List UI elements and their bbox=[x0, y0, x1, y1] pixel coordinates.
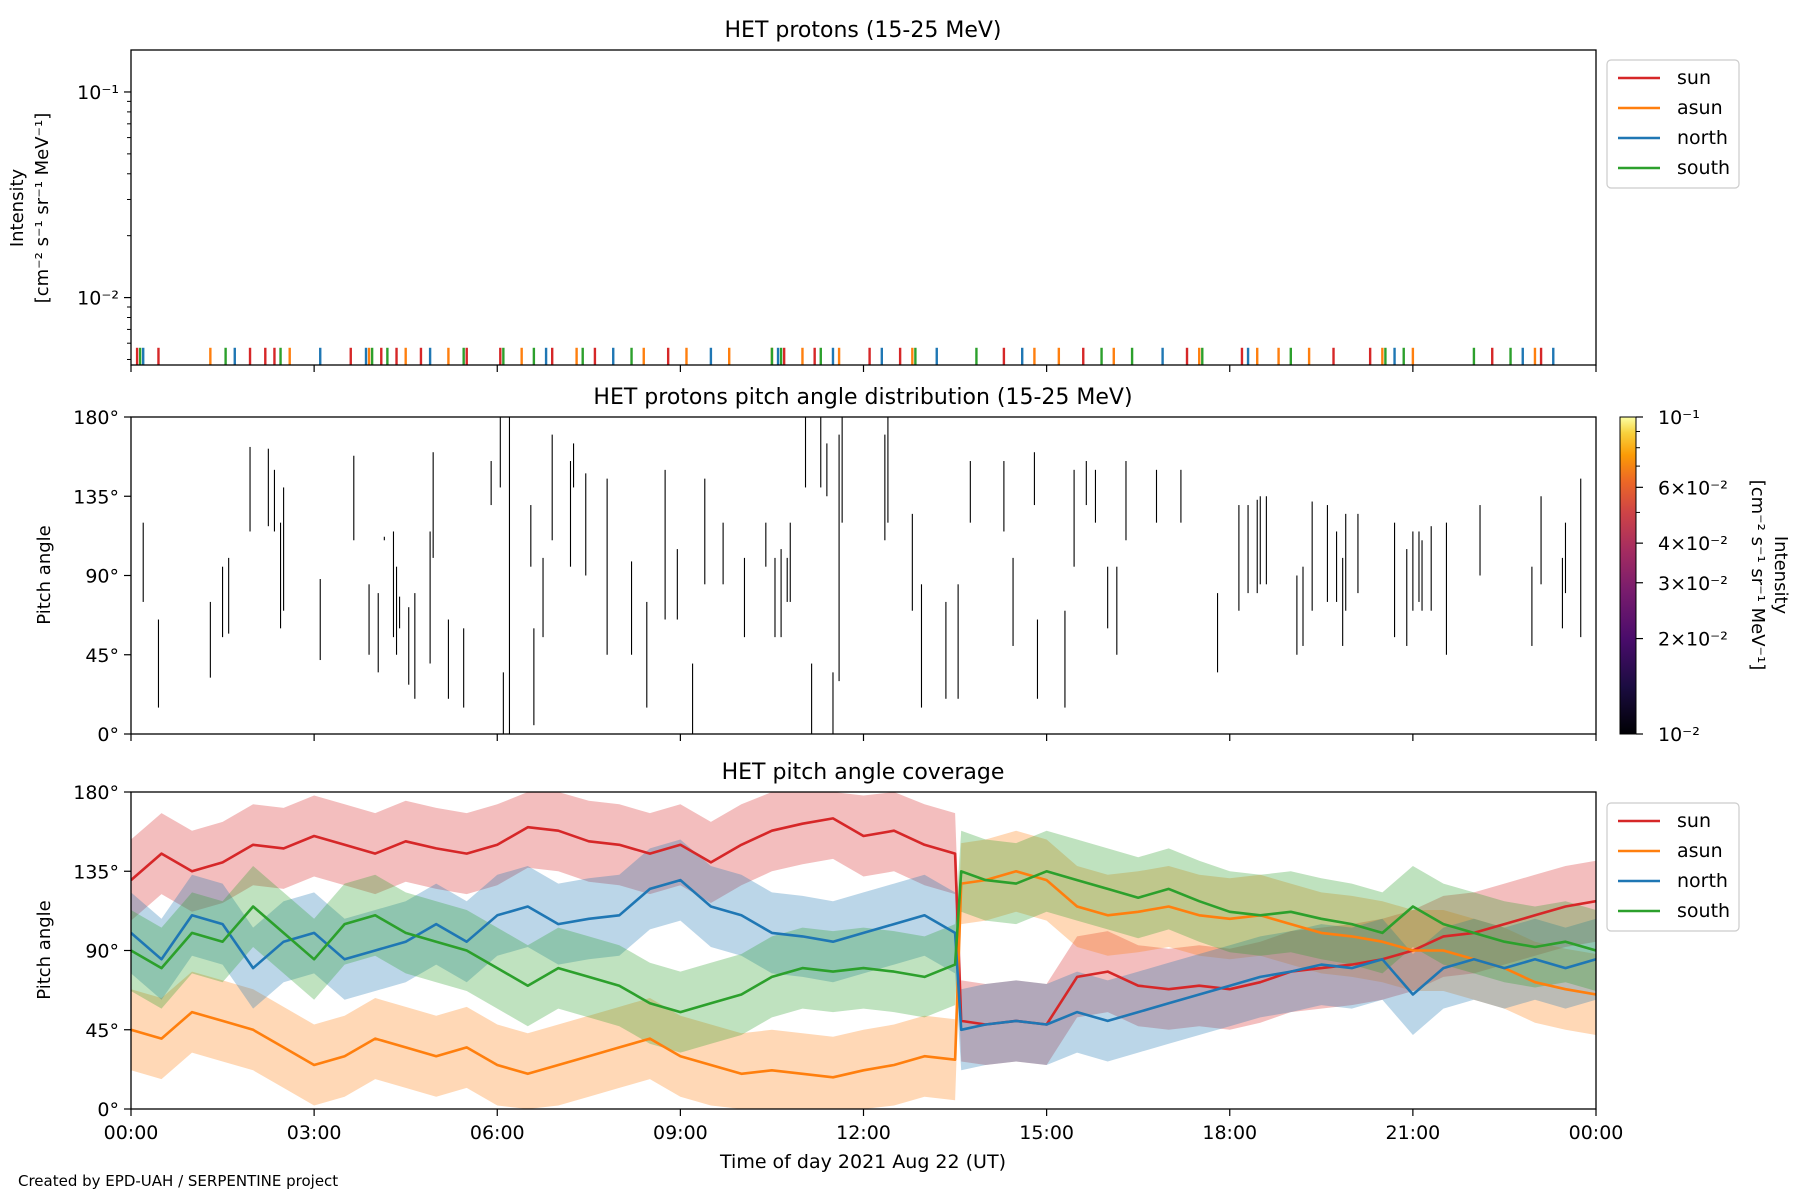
colorbar-label-line2: [cm⁻² s⁻¹ sr⁻¹ MeV⁻¹] bbox=[1747, 480, 1768, 671]
coverage-line-sun bbox=[131, 817, 1596, 1026]
panel-intensity: HET protons (15-25 MeV) 10⁻¹ 10⁻² Intensi… bbox=[7, 18, 1740, 372]
panel1-ylabel-line2: [cm⁻² s⁻¹ sr⁻¹ MeV⁻¹] bbox=[32, 113, 53, 304]
coverage-line-asun bbox=[131, 870, 1596, 1079]
coverage-band-asun bbox=[131, 830, 1596, 1109]
panel3-title: HET pitch angle coverage bbox=[722, 760, 1005, 785]
panel3-yticks: 180° 135° 90° 45° 0° bbox=[73, 782, 131, 1121]
y-tick-label: 0° bbox=[97, 1099, 119, 1121]
colorbar-label-line1: Intensity bbox=[1770, 536, 1791, 615]
legend-label-north: north bbox=[1677, 870, 1728, 892]
x-tick-label: 21:00 bbox=[1385, 1122, 1440, 1144]
colorbar-tick-label: 10⁻² bbox=[1658, 724, 1700, 746]
y-tick-label: 0° bbox=[97, 724, 119, 746]
colorbar-tick-label: 10⁻¹ bbox=[1658, 407, 1700, 429]
legend-label-sun: sun bbox=[1677, 810, 1711, 832]
panel1-legend-entries: sun asun north south bbox=[1618, 67, 1730, 179]
coverage-band-south bbox=[131, 830, 1596, 1053]
panel2-yticks: 180° 135° 90° 45° 0° bbox=[73, 407, 131, 746]
colorbar-tick-label: 4×10⁻² bbox=[1658, 533, 1728, 555]
colorbar-ticks: 10⁻¹ 6×10⁻² 4×10⁻² 3×10⁻² 2×10⁻² 10⁻² bbox=[1636, 407, 1728, 746]
x-tick-label: 15:00 bbox=[1019, 1122, 1074, 1144]
panel3-lines bbox=[131, 817, 1596, 1079]
panel2-title: HET protons pitch angle distribution (15… bbox=[593, 385, 1132, 410]
colorbar-tick-label: 3×10⁻² bbox=[1658, 573, 1728, 595]
coverage-line-south bbox=[131, 870, 1596, 1014]
coverage-line-north bbox=[131, 878, 1596, 1032]
legend-label-south: south bbox=[1677, 900, 1730, 922]
x-axis-label: Time of day 2021 Aug 22 (UT) bbox=[719, 1151, 1006, 1173]
y-tick-label: 180° bbox=[73, 782, 119, 804]
y-tick-label: 180° bbox=[73, 407, 119, 429]
panel1-legend: sun asun north south bbox=[1606, 59, 1740, 189]
legend-label-asun: asun bbox=[1677, 97, 1723, 119]
x-tick-label: 00:00 bbox=[1569, 1122, 1624, 1144]
x-tick-label: 09:00 bbox=[653, 1122, 708, 1144]
y-tick-label: 45° bbox=[85, 645, 119, 667]
panel2-frame bbox=[130, 416, 1597, 735]
colorbar bbox=[1619, 416, 1637, 735]
legend-label-south: south bbox=[1677, 157, 1730, 179]
colorbar-tick-label: 6×10⁻² bbox=[1658, 477, 1728, 499]
legend-label-north: north bbox=[1677, 127, 1728, 149]
y-tick-label: 90° bbox=[85, 566, 119, 588]
y-tick-label: 90° bbox=[85, 941, 119, 963]
panel1-yticks: 10⁻¹ 10⁻² bbox=[77, 82, 131, 360]
y-tick-label: 10⁻¹ bbox=[77, 82, 119, 104]
panel3-ylabel: Pitch angle bbox=[34, 900, 55, 999]
x-tick-label: 06:00 bbox=[470, 1122, 525, 1144]
y-tick-label: 10⁻² bbox=[77, 288, 119, 310]
y-tick-label: 135° bbox=[73, 486, 119, 508]
panel3-legend-entries: sun asun north south bbox=[1618, 810, 1730, 922]
footer-credit: Created by EPD-UAH / SERPENTINE project bbox=[18, 1172, 339, 1190]
panel-pitch-angle-distribution: HET protons pitch angle distribution (15… bbox=[34, 385, 1791, 746]
panel1-ylabel-line1: Intensity bbox=[7, 168, 28, 247]
panel1-spikes bbox=[135, 347, 1555, 365]
colorbar-tick-label: 2×10⁻² bbox=[1658, 629, 1728, 651]
panel2-bins bbox=[142, 417, 1582, 734]
panel2-ylabel: Pitch angle bbox=[34, 525, 55, 624]
panel3-xticks: 00:00 03:00 06:00 09:00 12:00 15:00 18:00 21:00… bbox=[104, 1109, 1624, 1144]
panel3-legend-frame bbox=[1606, 802, 1740, 932]
y-tick-label: 135° bbox=[73, 861, 119, 883]
panel-pitch-angle-coverage: HET pitch angle coverage 180° 135° 90° 45° 0… bbox=[34, 760, 1740, 1173]
legend-label-asun: asun bbox=[1677, 840, 1723, 862]
panel1-xticks bbox=[130, 365, 1597, 372]
panel3-bands bbox=[131, 792, 1596, 1109]
panel1-legend-frame bbox=[1606, 59, 1740, 189]
x-tick-label: 12:00 bbox=[836, 1122, 891, 1144]
panel1-title: HET protons (15-25 MeV) bbox=[725, 18, 1002, 43]
x-tick-label: 00:00 bbox=[104, 1122, 159, 1144]
coverage-band-sun bbox=[131, 792, 1596, 1065]
y-tick-label: 45° bbox=[85, 1020, 119, 1042]
legend-label-sun: sun bbox=[1677, 67, 1711, 89]
coverage-band-north bbox=[131, 839, 1596, 1071]
panel3-legend: sun asun north south bbox=[1606, 802, 1740, 932]
x-tick-label: 18:00 bbox=[1202, 1122, 1257, 1144]
x-tick-label: 03:00 bbox=[287, 1122, 342, 1144]
panel1-frame bbox=[130, 49, 1597, 366]
panel2-xticks bbox=[130, 734, 1597, 741]
